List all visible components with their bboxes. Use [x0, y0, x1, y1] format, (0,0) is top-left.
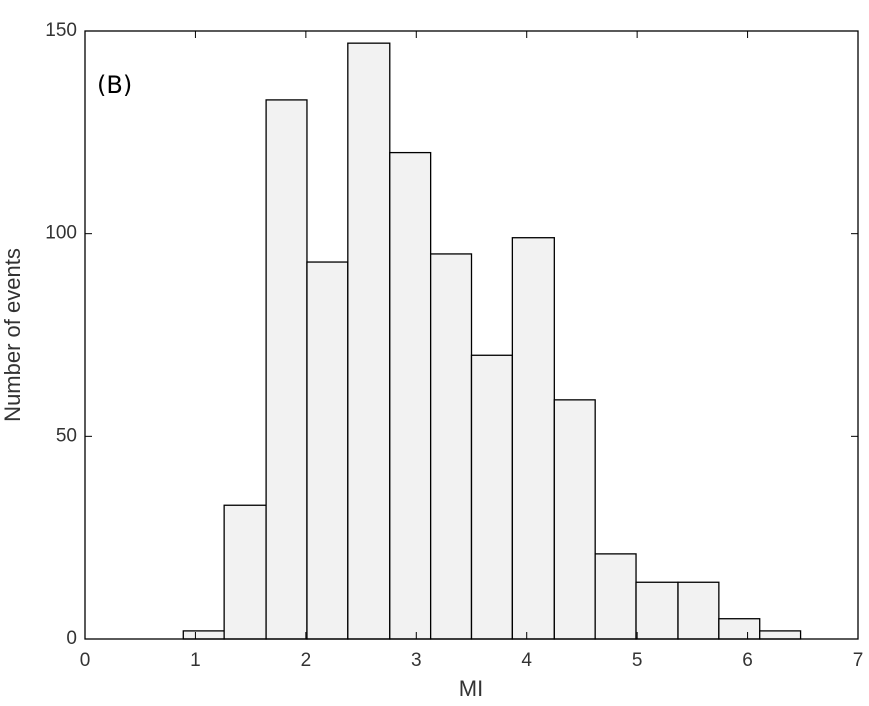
x-tick-label: 0 [80, 650, 91, 671]
bar [511, 237, 555, 640]
bar [306, 261, 349, 640]
y-tick-label: 0 [66, 628, 77, 649]
x-tick-label: 2 [301, 650, 312, 671]
plot-frame [84, 30, 859, 640]
bar [182, 630, 225, 640]
bar [347, 42, 391, 640]
x-tick-label: 3 [411, 650, 422, 671]
y-tick-label: 100 [45, 223, 77, 244]
x-tick-label: 7 [853, 650, 864, 671]
bar [759, 630, 802, 640]
annotation: (B) [97, 71, 132, 99]
bar [553, 399, 596, 640]
bar [677, 581, 720, 640]
x-tick-label: 4 [521, 650, 532, 671]
bar [223, 504, 267, 640]
x-tick-label: 6 [742, 650, 753, 671]
bar [265, 99, 308, 640]
bar [470, 354, 514, 640]
y-tick-label: 150 [45, 20, 77, 41]
bar [429, 253, 473, 640]
bar [635, 581, 679, 640]
bar [718, 618, 761, 640]
x-tick-label: 5 [632, 650, 643, 671]
bar [389, 151, 432, 640]
x-tick-label: 1 [190, 650, 201, 671]
x-axis-label: MI [459, 676, 483, 701]
y-axis-label: Number of events [0, 248, 25, 422]
y-tick-label: 50 [56, 425, 77, 446]
bar [594, 553, 637, 640]
